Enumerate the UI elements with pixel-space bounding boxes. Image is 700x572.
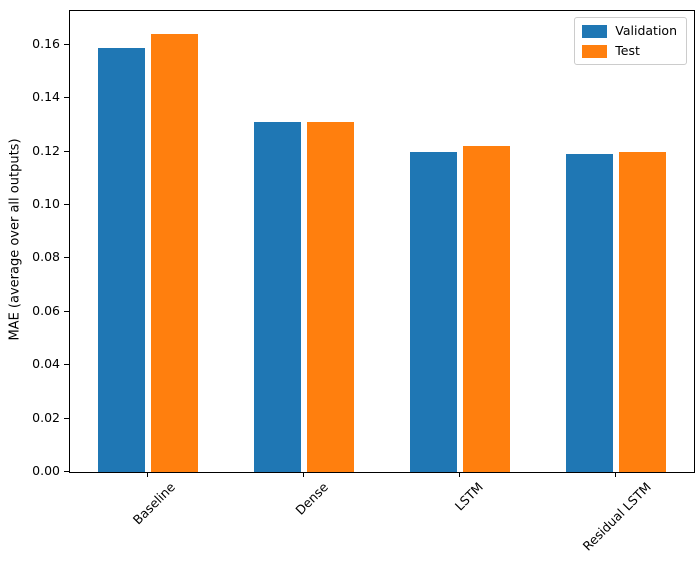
- y-tick-label: 0.10: [32, 196, 60, 211]
- y-tick-mark: [64, 471, 69, 472]
- y-tick-label: 0.04: [32, 356, 60, 371]
- x-tick-label-baseline: Baseline: [129, 479, 179, 528]
- bar-validation-baseline: [98, 48, 145, 472]
- legend-entry-validation: Validation: [582, 24, 677, 38]
- plot-area: Validation Test: [69, 10, 695, 473]
- bar-validation-lstm: [410, 152, 457, 472]
- y-tick-mark: [64, 44, 69, 45]
- bar-test-baseline: [151, 34, 198, 472]
- x-tick-label-dense: Dense: [292, 479, 332, 518]
- bar-test-residual-lstm: [619, 152, 666, 472]
- x-tick-label-residual-lstm: Residual LSTM: [579, 479, 654, 554]
- y-tick-mark: [64, 364, 69, 365]
- bar-validation-dense: [254, 122, 301, 472]
- legend-label: Validation: [615, 23, 677, 38]
- y-tick-label: 0.08: [32, 249, 60, 264]
- y-tick-label: 0.06: [32, 303, 60, 318]
- bar-test-lstm: [463, 146, 510, 472]
- y-tick-label: 0.14: [32, 89, 60, 104]
- y-tick-mark: [64, 418, 69, 419]
- legend-swatch-validation: [582, 24, 608, 38]
- legend-label: Test: [615, 43, 640, 58]
- x-tick-mark: [147, 472, 148, 477]
- y-tick-mark: [64, 204, 69, 205]
- x-tick-mark: [459, 472, 460, 477]
- y-tick-label: 0.12: [32, 143, 60, 158]
- x-tick-mark: [303, 472, 304, 477]
- y-tick-label: 0.16: [32, 36, 60, 51]
- x-tick-mark: [615, 472, 616, 477]
- bar-validation-residual-lstm: [566, 154, 613, 472]
- y-tick-mark: [64, 151, 69, 152]
- bar-test-dense: [307, 122, 354, 472]
- legend-entry-test: Test: [582, 44, 677, 58]
- y-axis-label: MAE (average over all outputs): [7, 138, 23, 341]
- legend-swatch-test: [582, 44, 608, 58]
- y-tick-label: 0.00: [32, 463, 60, 478]
- y-tick-mark: [64, 257, 69, 258]
- y-tick-mark: [64, 97, 69, 98]
- y-tick-label: 0.02: [32, 410, 60, 425]
- x-tick-label-lstm: LSTM: [451, 479, 486, 514]
- chart-legend: Validation Test: [574, 17, 687, 65]
- y-tick-mark: [64, 311, 69, 312]
